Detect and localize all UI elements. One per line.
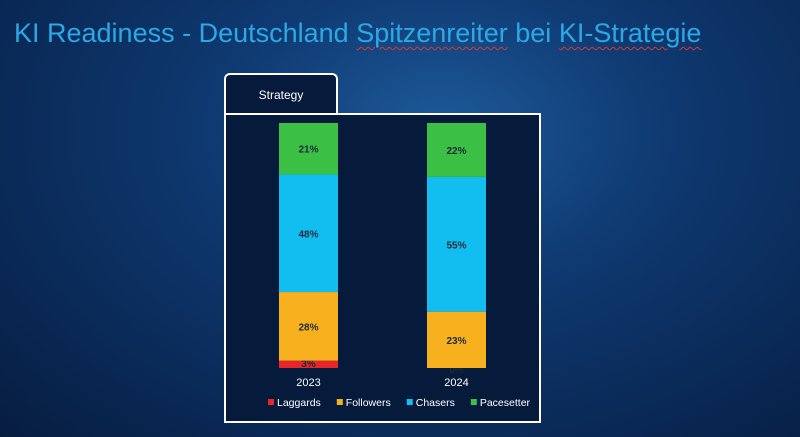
legend-swatch — [470, 399, 477, 405]
bar-segment-chasers — [427, 176, 486, 312]
data-label: 0% — [449, 365, 464, 376]
bar-segment-pacesetter — [427, 123, 486, 177]
bar-segment-laggards — [279, 360, 338, 368]
data-label: 48% — [298, 229, 318, 240]
slide-title: KI Readiness - Deutschland Spitzenreiter… — [14, 18, 701, 49]
x-tick-label: 2024 — [444, 377, 468, 389]
data-label: 28% — [298, 322, 318, 333]
data-label: 22% — [446, 146, 466, 157]
legend-item-laggards: Laggards — [277, 397, 321, 409]
legend-swatch — [406, 399, 413, 405]
data-label: 55% — [446, 240, 466, 251]
data-label: 23% — [446, 336, 466, 347]
title-text: Spitzenreiter — [356, 18, 508, 48]
bar-segment-followers — [427, 311, 486, 368]
chart-panel — [224, 113, 541, 423]
data-label: 21% — [298, 145, 318, 156]
title-text: KI Readiness - Deutschland — [14, 18, 357, 48]
legend-item-chasers: Chasers — [416, 397, 455, 409]
legend-swatch — [268, 399, 274, 405]
tab-strategy[interactable]: Strategy — [224, 73, 338, 113]
bar-segment-followers — [279, 292, 338, 361]
legend-item-pacesetter: Pacesetter — [480, 397, 531, 409]
bar-segment-pacesetter — [279, 123, 338, 175]
data-label: 3% — [301, 359, 316, 370]
x-tick-label: 2023 — [296, 377, 320, 389]
legend-swatch — [336, 399, 343, 405]
title-text: KI-Strategie — [558, 18, 702, 48]
title-text: bei — [507, 18, 559, 48]
bar-segment-chasers — [279, 174, 338, 293]
legend-item-followers: Followers — [346, 397, 391, 409]
